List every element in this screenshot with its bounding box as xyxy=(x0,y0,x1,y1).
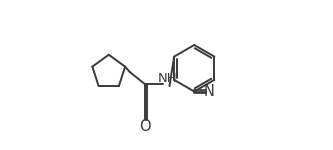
Text: O: O xyxy=(139,119,151,134)
Text: N: N xyxy=(204,84,215,99)
Text: NH: NH xyxy=(158,72,177,84)
